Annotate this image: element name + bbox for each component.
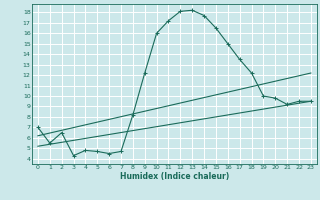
X-axis label: Humidex (Indice chaleur): Humidex (Indice chaleur)	[120, 172, 229, 181]
